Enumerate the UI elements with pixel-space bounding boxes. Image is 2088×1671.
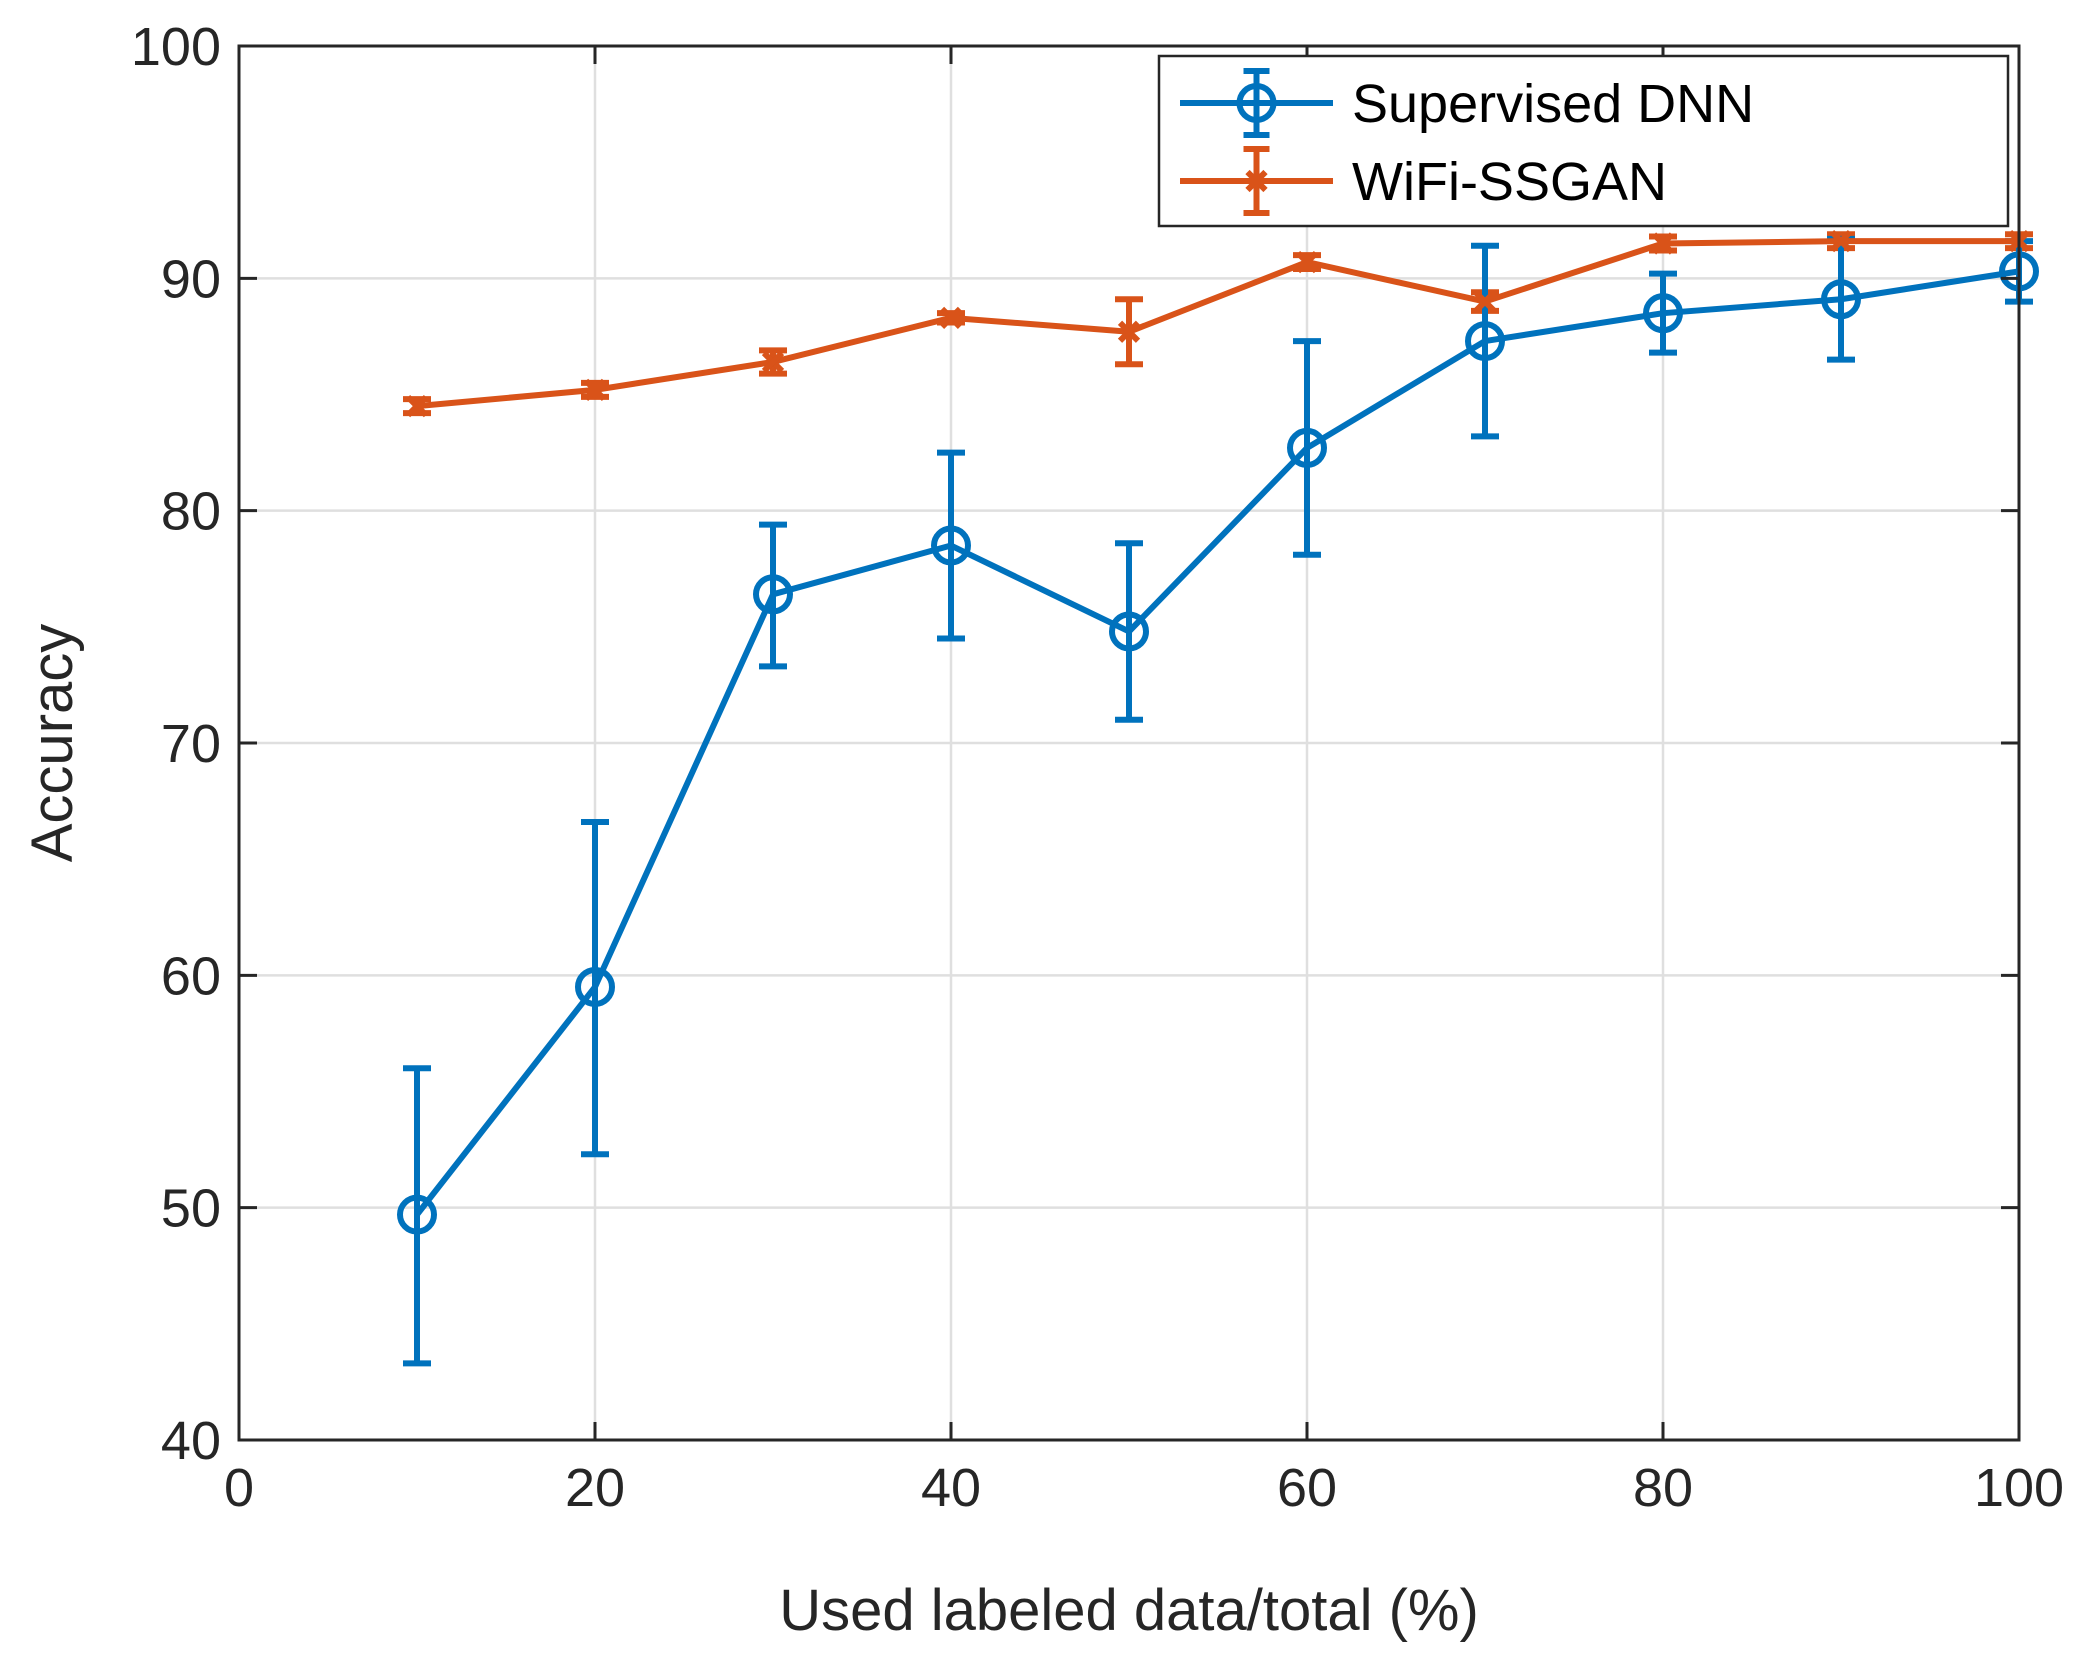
x-tick-label: 60 (1277, 1458, 1337, 1518)
legend: Supervised DNN WiFi-SSGAN (1157, 54, 2010, 228)
x-marker-stroke (1117, 320, 1141, 343)
legend-entry-supervised-dnn (1180, 68, 1333, 138)
tick-layer: 0 20 40 60 80 100 40 50 60 70 80 90 100 (131, 17, 2064, 1518)
supervised-dnn-point (1643, 293, 1683, 334)
supervised-dnn-point (575, 966, 615, 1007)
x-tick-label: 40 (921, 1458, 981, 1518)
supervised-dnn-errorbar (403, 1065, 431, 1367)
legend-marker (1236, 83, 1277, 123)
wifi-ssgan-line (416, 238, 2019, 410)
x-marker-stroke (1829, 230, 1853, 253)
y-axis-label: Accuracy (20, 624, 85, 863)
x-marker-stroke (761, 350, 785, 374)
supervised-dnn-point (1109, 611, 1149, 652)
y-tick-label: 80 (161, 482, 221, 542)
wifi-ssgan-point (1829, 230, 1853, 253)
supervised-dnn-point (753, 574, 793, 615)
supervised-dnn-point (931, 525, 971, 566)
x-tick-label: 100 (1974, 1458, 2064, 1518)
x-tick-label: 80 (1633, 1458, 1693, 1518)
legend-marker (1245, 169, 1268, 193)
y-tick-label: 100 (131, 17, 221, 77)
supervised-dnn-point (397, 1194, 437, 1235)
wifi-ssgan-point (583, 378, 607, 401)
y-tick-label: 90 (161, 249, 221, 309)
x-marker-stroke (583, 378, 607, 401)
x-marker-stroke (1295, 250, 1319, 274)
supervised-dnn-point (1465, 321, 1505, 362)
line-layer (414, 238, 2020, 1217)
x-marker-stroke (1651, 232, 1675, 255)
grid-layer (239, 46, 2019, 1440)
wifi-ssgan-point (1651, 232, 1675, 255)
x-marker-stroke (405, 394, 429, 418)
supervised-dnn-line (414, 268, 2020, 1217)
x-marker-stroke (939, 306, 963, 329)
wifi-ssgan-point (1295, 250, 1319, 274)
legend-box (1157, 54, 2010, 228)
supervised-dnn-point (1821, 279, 1861, 320)
legend-label-wifi-ssgan: WiFi-SSGAN (1352, 152, 1667, 212)
wifi-ssgan-point (1473, 290, 1497, 313)
legend-entry-wifi-ssgan (1180, 146, 1333, 216)
wifi-ssgan-point (761, 350, 785, 374)
y-tick-label: 60 (161, 946, 221, 1006)
errorbar-layer (403, 231, 2033, 1367)
wifi-ssgan-point (939, 306, 963, 329)
wifi-ssgan-point (1117, 320, 1141, 343)
wifi-ssgan-point (405, 394, 429, 418)
x-axis-label: Used labeled data/total (%) (779, 1578, 1479, 1643)
y-tick-label: 50 (161, 1179, 221, 1239)
y-tick-label: 40 (161, 1411, 221, 1471)
x-marker-stroke (1245, 169, 1268, 193)
x-tick-label: 0 (224, 1458, 254, 1518)
y-tick-label: 70 (161, 714, 221, 774)
supervised-dnn-point (1287, 427, 1327, 468)
legend-label-supervised-dnn: Supervised DNN (1352, 74, 1754, 134)
x-tick-label: 20 (565, 1458, 625, 1518)
x-marker-stroke (1473, 290, 1497, 313)
